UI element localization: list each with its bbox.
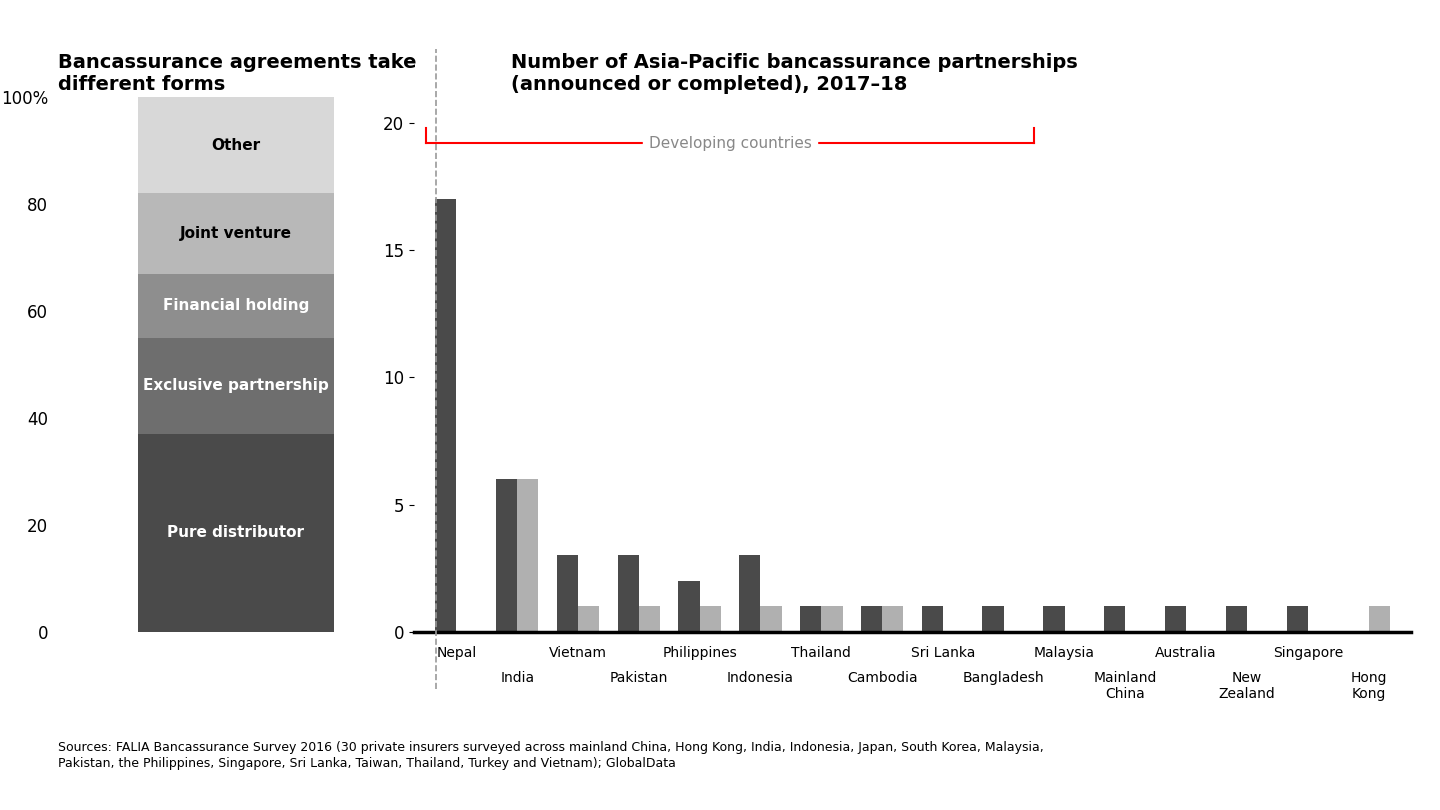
Text: Bancassurance agreements take
different forms: Bancassurance agreements take different … [58,53,416,94]
Bar [700,607,721,632]
Bar [557,556,577,632]
Text: Pakistan: Pakistan [609,671,668,684]
Bar [861,607,883,632]
Bar [739,556,760,632]
Bar [1368,607,1390,632]
Bar [922,607,943,632]
Text: Hong
Kong: Hong Kong [1351,671,1387,701]
Text: Australia: Australia [1155,646,1217,659]
Bar [678,581,700,632]
Text: Bangladesh: Bangladesh [963,671,1044,684]
Bar [639,607,660,632]
Text: Sri Lanka: Sri Lanka [910,646,975,659]
Bar [138,194,334,274]
Bar [495,479,517,632]
Text: Other: Other [212,138,261,153]
Bar [517,479,539,632]
Bar [1225,607,1247,632]
Bar [883,607,903,632]
Text: Nepal: Nepal [436,646,477,659]
Bar [138,338,334,434]
Bar [138,274,334,338]
Bar [435,199,456,632]
Text: Singapore: Singapore [1273,646,1344,659]
Text: Joint venture: Joint venture [180,226,292,241]
Text: Indonesia: Indonesia [727,671,793,684]
Bar [1043,607,1064,632]
Bar [1286,607,1308,632]
Text: Sources: FALIA Bancassurance Survey 2016 (30 private insurers surveyed across ma: Sources: FALIA Bancassurance Survey 2016… [58,741,1044,769]
Text: Cambodia: Cambodia [847,671,917,684]
Text: Developing countries: Developing countries [648,135,812,151]
Bar [760,607,782,632]
Text: Number of Asia-Pacific bancassurance partnerships
(announced or completed), 2017: Number of Asia-Pacific bancassurance par… [511,53,1079,94]
Text: Malaysia: Malaysia [1034,646,1094,659]
Text: Mainland
China: Mainland China [1093,671,1158,701]
Bar [801,607,821,632]
Bar [618,556,639,632]
Bar [1165,607,1187,632]
Bar [1104,607,1126,632]
Bar [982,607,1004,632]
Text: India: India [500,671,534,684]
Text: Vietnam: Vietnam [549,646,608,659]
Text: Financial holding: Financial holding [163,298,310,313]
Text: Exclusive partnership: Exclusive partnership [143,378,328,394]
Bar [821,607,842,632]
Text: Pure distributor: Pure distributor [167,526,304,540]
Bar [138,434,334,632]
Text: Thailand: Thailand [792,646,851,659]
Bar [577,607,599,632]
Text: Philippines: Philippines [662,646,737,659]
Bar [138,97,334,194]
Text: New
Zealand: New Zealand [1218,671,1276,701]
